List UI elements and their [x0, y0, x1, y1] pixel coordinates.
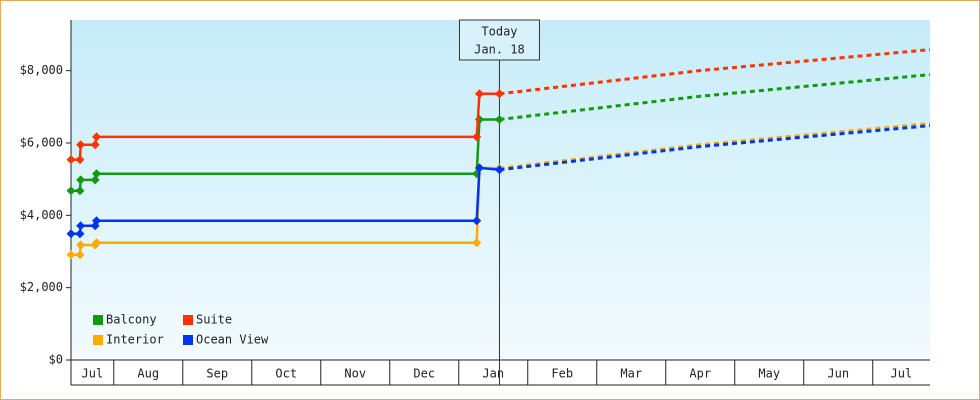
point [75, 155, 85, 165]
forecast-line [499, 73, 931, 121]
x-tick-label: Mar [620, 367, 642, 381]
point [92, 169, 102, 179]
legend-label: Ocean View [196, 333, 269, 347]
x-tick-label: Jul [891, 367, 913, 381]
legend-swatch [183, 315, 193, 325]
point [76, 240, 86, 250]
point [90, 140, 100, 150]
y-tick-label: $2,000 [20, 280, 63, 294]
legend-swatch [183, 335, 193, 345]
point [66, 229, 76, 239]
point [494, 114, 504, 124]
point [75, 186, 85, 196]
point [75, 229, 85, 239]
point [66, 250, 76, 260]
point [494, 89, 504, 99]
point [92, 216, 102, 226]
point [474, 89, 484, 99]
point [92, 238, 102, 248]
plot-area [71, 20, 930, 360]
x-tick-label: Sep [206, 367, 228, 381]
point [76, 140, 86, 150]
forecast-line [499, 121, 931, 170]
x-tick-label: Nov [344, 367, 366, 381]
legend-swatch [93, 315, 103, 325]
x-tick-label: Jan [482, 367, 504, 381]
point [76, 221, 86, 231]
point [92, 132, 102, 142]
x-tick-label: May [758, 367, 780, 381]
today-label: Jan. 18 [474, 43, 525, 57]
point [66, 186, 76, 196]
legend-label: Suite [196, 313, 232, 327]
x-tick-label: Oct [275, 367, 297, 381]
forecast-line [499, 124, 931, 172]
legend-label: Interior [106, 333, 164, 347]
x-tick-label: Jun [827, 367, 849, 381]
x-tick-label: Apr [689, 367, 711, 381]
today-label: Today [481, 25, 517, 39]
point [76, 175, 86, 185]
y-tick-label: $4,000 [20, 208, 63, 222]
x-tick-label: Dec [413, 367, 435, 381]
forecast-line [499, 48, 931, 96]
x-tick-label: Jul [82, 367, 104, 381]
legend-swatch [93, 335, 103, 345]
x-tick-label: Feb [551, 367, 573, 381]
point [472, 216, 482, 226]
y-tick-label: $6,000 [20, 135, 63, 149]
point [90, 175, 100, 185]
point [474, 163, 484, 173]
point [472, 238, 482, 248]
y-tick-label: $8,000 [20, 63, 63, 77]
today-box [458, 19, 540, 61]
x-tick-label: Aug [137, 367, 159, 381]
point [494, 165, 504, 175]
point [472, 132, 482, 142]
point [75, 250, 85, 260]
y-tick-label: $0 [49, 353, 63, 367]
point [66, 155, 76, 165]
legend-label: Balcony [106, 313, 157, 327]
